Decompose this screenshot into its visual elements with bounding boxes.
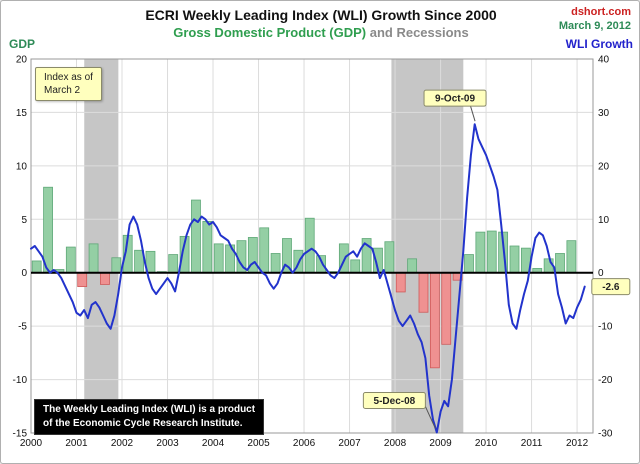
gdp-bar (65, 246, 76, 274)
x-tick-label: 2006 (293, 438, 316, 449)
gdp-bar (304, 217, 315, 274)
wli-credit-line2: of the Economic Cycle Research Institute… (43, 418, 243, 429)
date-label: March 9, 2012 (558, 20, 631, 32)
gdp-bar (543, 258, 554, 274)
index-as-of-line2: March 2 (44, 85, 81, 96)
annotation-label: 5-Dec-08 (374, 396, 416, 407)
subtitle-gdp: Gross Domestic Product (GDP) (173, 25, 367, 40)
right-tick-label: 20 (598, 161, 610, 172)
x-tick-label: 2000 (20, 438, 43, 449)
left-tick-label: 15 (16, 108, 28, 119)
annotation-pointer (470, 106, 476, 122)
gdp-bar (168, 254, 179, 274)
x-tick-label: 2004 (202, 438, 225, 449)
gdp-bar (475, 231, 486, 274)
annotation-box (362, 391, 426, 409)
gdp-bar (395, 272, 406, 293)
right-tick-label: -10 (598, 322, 613, 333)
source-label: dshort.com (571, 6, 631, 18)
subtitle-recessions: and Recessions (366, 25, 469, 40)
left-tick-label: 20 (16, 55, 28, 66)
x-tick-label: 2001 (65, 438, 88, 449)
gdp-bar (259, 227, 270, 274)
index-as-of-line1: Index as of (44, 72, 93, 83)
left-tick-label: 0 (21, 268, 27, 279)
right-tick-label: -30 (598, 429, 613, 440)
plot-border (30, 58, 594, 434)
left-axis-title: GDP (9, 37, 36, 51)
left-tick-label: 10 (16, 161, 28, 172)
wli-credit-box: The Weekly Leading Index (WLI) is a prod… (34, 399, 265, 435)
gdp-bar (31, 260, 42, 274)
x-tick-label: 2002 (111, 438, 134, 449)
x-tick-label: 2009 (429, 438, 452, 449)
x-tick-label: 2010 (475, 438, 498, 449)
gdp-bar (486, 230, 497, 274)
gdp-bar (202, 221, 213, 274)
right-axis-title: WLI Growth (565, 37, 633, 51)
gdp-bar (566, 240, 577, 274)
right-tick-label: 10 (598, 215, 610, 226)
index-as-of-note: Index as of March 2 (35, 67, 102, 101)
right-tick-label: 30 (598, 108, 610, 119)
chart-title: ECRI Weekly Leading Index (WLI) Growth S… (145, 7, 497, 23)
gdp-bar (134, 249, 144, 274)
left-tick-label: -5 (18, 322, 27, 333)
annotation-label: -2.6 (602, 282, 620, 293)
gdp-bar (350, 259, 361, 274)
gdp-bar (555, 253, 565, 274)
left-tick-label: -15 (13, 429, 28, 440)
gdp-bar (43, 186, 53, 274)
gdp-bar (100, 272, 110, 285)
x-tick-label: 2003 (156, 438, 179, 449)
gdp-bar (464, 254, 474, 274)
annotation-label: 9-Oct-09 (435, 94, 475, 105)
right-tick-label: 40 (598, 55, 610, 66)
annotation-box (423, 89, 487, 107)
gdp-bar (77, 272, 88, 288)
annotation-pointer (424, 406, 436, 429)
x-tick-label: 2008 (384, 438, 407, 449)
gdp-bar (441, 272, 452, 345)
x-tick-label: 2005 (247, 438, 270, 449)
right-tick-label: -20 (598, 375, 613, 386)
wli-credit-line1: The Weekly Leading Index (WLI) is a prod… (43, 404, 256, 415)
gdp-bar (429, 272, 440, 369)
x-tick-label: 2011 (521, 438, 543, 449)
annotation-box (591, 278, 631, 296)
gdp-bar (407, 258, 418, 274)
x-tick-label: 2007 (338, 438, 361, 449)
right-tick-label: 0 (598, 268, 604, 279)
x-tick-label: 2012 (566, 438, 589, 449)
left-tick-label: -10 (13, 375, 28, 386)
gdp-bar (509, 245, 520, 274)
gdp-bar (191, 199, 201, 274)
gdp-bar (111, 257, 122, 274)
gdp-bar (384, 241, 395, 274)
wli-line (30, 123, 586, 434)
gdp-bar (88, 243, 99, 274)
gdp-bar (418, 272, 429, 313)
left-tick-label: 5 (21, 215, 27, 226)
gdp-bar (270, 253, 281, 274)
chart-subtitle: Gross Domestic Product (GDP) and Recessi… (1, 25, 639, 40)
gdp-bar (316, 255, 327, 274)
gdp-bar (213, 243, 224, 274)
